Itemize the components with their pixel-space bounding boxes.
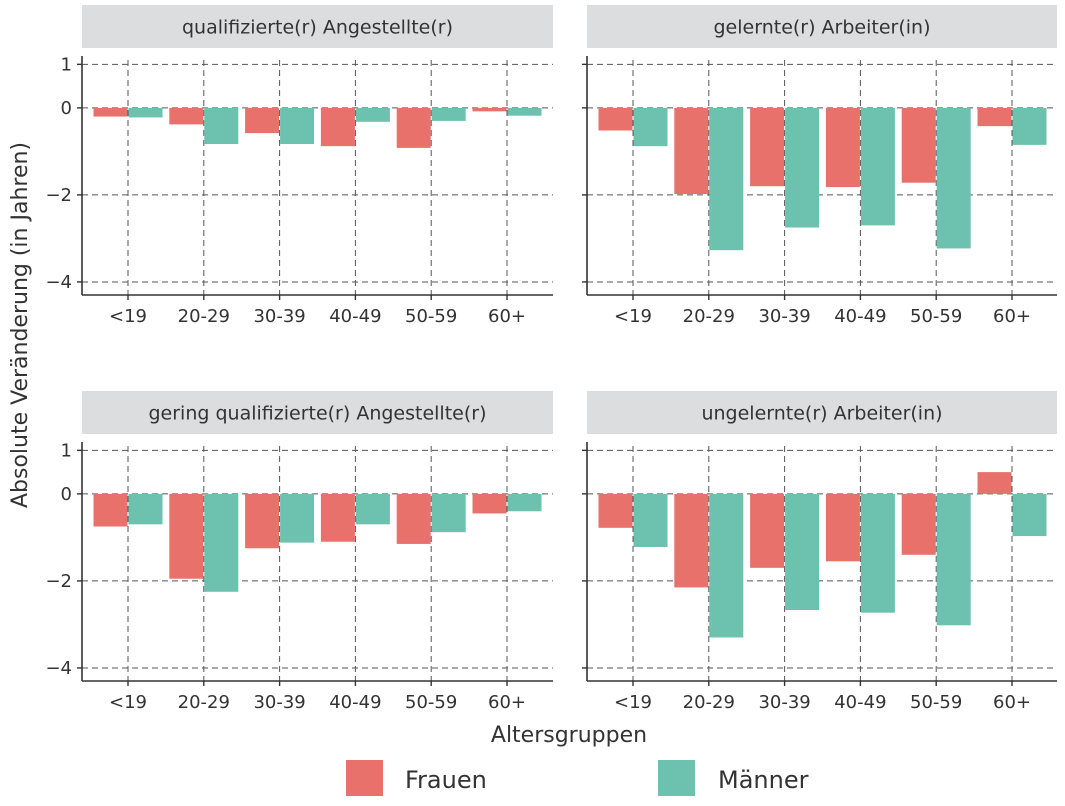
x-tick-label: 40-49 (834, 306, 886, 327)
bar-frauen (901, 107, 936, 183)
x-tick-label: 50-59 (910, 692, 962, 713)
x-tick-label: 40-49 (329, 692, 381, 713)
bar-frauen (674, 107, 709, 195)
bar-frauen (396, 107, 431, 148)
panel-strip (587, 391, 1057, 434)
bar-frauen (901, 493, 936, 555)
y-tick-label: −2 (45, 185, 72, 206)
x-axis-title: Altersgruppen (491, 723, 647, 748)
panel-strip (587, 5, 1057, 48)
x-tick-label: 30-39 (758, 306, 810, 327)
bar-frauen (169, 107, 204, 125)
bar-maenner (633, 493, 668, 547)
bar-frauen (472, 493, 507, 514)
bar-maenner (1012, 493, 1047, 537)
bar-frauen (320, 107, 355, 147)
bar-maenner (936, 107, 971, 249)
x-tick-label: 50-59 (405, 306, 457, 327)
panel-title: qualifizierte(r) Angestellte(r) (182, 17, 453, 39)
bar-frauen (977, 107, 1012, 127)
legend-swatch-maenner (658, 760, 695, 796)
bar-maenner (785, 493, 820, 611)
panel-title: ungelernte(r) Arbeiter(in) (701, 403, 942, 425)
x-tick-label: <19 (109, 692, 147, 713)
y-tick-label: 1 (61, 54, 72, 75)
bar-frauen (472, 107, 507, 112)
x-tick-label: <19 (614, 306, 652, 327)
bar-maenner (128, 493, 163, 525)
bar-frauen (245, 107, 280, 134)
panel-strip (82, 391, 553, 434)
x-tick-label: 60+ (993, 692, 1031, 713)
y-axis-title: Absolute Veränderung (in Jahren) (8, 142, 33, 508)
y-tick-label: 0 (61, 98, 72, 119)
x-tick-label: <19 (109, 306, 147, 327)
x-tick-label: 50-59 (405, 692, 457, 713)
bar-maenner (431, 493, 466, 533)
x-tick-label: 30-39 (253, 692, 305, 713)
x-tick-label: 30-39 (253, 306, 305, 327)
bar-maenner (355, 493, 390, 525)
bar-frauen (825, 107, 860, 188)
y-tick-label: 0 (61, 484, 72, 505)
bar-frauen (245, 493, 280, 549)
bar-frauen (169, 493, 204, 579)
bar-maenner (204, 493, 239, 592)
y-tick-label: −2 (45, 571, 72, 592)
y-tick-label: −4 (45, 658, 72, 679)
bar-frauen (750, 107, 785, 187)
x-tick-label: 20-29 (178, 692, 230, 713)
bar-maenner (507, 493, 542, 512)
x-tick-label: 60+ (993, 306, 1031, 327)
legend-swatch-frauen (346, 760, 383, 796)
panel-strip (82, 5, 553, 48)
bar-maenner (507, 107, 542, 116)
bar-maenner (936, 493, 971, 626)
y-tick-label: −4 (45, 272, 72, 293)
x-tick-label: 50-59 (910, 306, 962, 327)
bar-maenner (860, 107, 895, 226)
bar-frauen (320, 493, 355, 542)
legend-label: Männer (718, 766, 809, 794)
bar-maenner (709, 107, 744, 251)
bar-maenner (1012, 107, 1047, 145)
x-tick-label: 40-49 (834, 692, 886, 713)
bar-frauen (93, 107, 128, 117)
x-tick-label: 40-49 (329, 306, 381, 327)
x-tick-label: 20-29 (683, 692, 735, 713)
x-tick-label: 60+ (488, 306, 526, 327)
bar-frauen (825, 493, 860, 562)
bar-frauen (93, 493, 128, 527)
panel-title: gelernte(r) Arbeiter(in) (714, 17, 931, 39)
x-tick-label: 60+ (488, 692, 526, 713)
bar-maenner (709, 493, 744, 638)
bar-maenner (280, 493, 315, 543)
x-tick-label: 20-29 (683, 306, 735, 327)
x-tick-label: 30-39 (758, 692, 810, 713)
x-tick-label: <19 (614, 692, 652, 713)
bar-frauen (598, 493, 633, 528)
legend-label: Frauen (405, 766, 487, 794)
bar-frauen (750, 493, 785, 568)
bar-maenner (204, 107, 239, 144)
bar-maenner (860, 493, 895, 613)
bar-maenner (128, 107, 163, 118)
x-tick-label: 20-29 (178, 306, 230, 327)
bar-frauen (674, 493, 709, 588)
bar-frauen (598, 107, 633, 131)
bar-maenner (785, 107, 820, 228)
bar-frauen (396, 493, 431, 544)
y-tick-label: 1 (61, 440, 72, 461)
bar-maenner (431, 107, 466, 121)
bar-maenner (355, 107, 390, 122)
bar-maenner (633, 107, 668, 147)
bar-frauen (977, 472, 1012, 494)
bar-maenner (280, 107, 315, 144)
panel-title: gering qualifizierte(r) Angestellte(r) (149, 403, 487, 425)
